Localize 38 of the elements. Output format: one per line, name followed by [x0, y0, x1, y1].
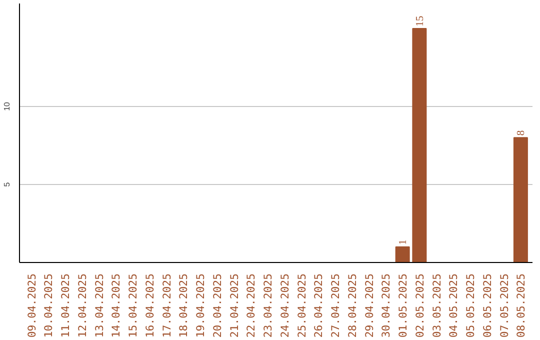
x-tick-label: 21.04.2025	[228, 274, 241, 338]
bar	[395, 246, 410, 262]
x-tick-label: 01.05.2025	[396, 274, 410, 338]
bar	[412, 28, 427, 262]
x-tick-label: 13.04.2025	[92, 274, 106, 338]
x-tick-label: 15.04.2025	[126, 274, 140, 338]
x-tick-label: 09.04.2025	[25, 274, 38, 338]
x-tick-label: 10.04.2025	[42, 274, 56, 338]
x-tick-label: 30.04.2025	[380, 274, 393, 338]
y-tick-label: 5	[2, 182, 12, 187]
x-tick-label: 18.04.2025	[177, 274, 190, 338]
x-tick-label: 22.04.2025	[244, 274, 258, 338]
x-tick-label: 14.04.2025	[110, 274, 123, 338]
x-tick-label: 17.04.2025	[160, 274, 174, 338]
x-tick-label: 16.04.2025	[143, 274, 156, 338]
x-tick-label: 28.04.2025	[346, 274, 359, 338]
x-tick-label: 11.04.2025	[59, 274, 72, 338]
x-tick-label: 19.04.2025	[194, 274, 208, 338]
x-tick-label: 20.04.2025	[210, 274, 224, 338]
x-tick-label: 04.05.2025	[447, 274, 460, 338]
x-tick-label: 24.04.2025	[278, 274, 292, 338]
x-tick-label: 23.04.2025	[262, 274, 275, 338]
x-tick-label: 12.04.2025	[76, 274, 89, 338]
x-tick-label: 02.05.2025	[413, 274, 426, 338]
x-tick-label: 26.04.2025	[312, 274, 326, 338]
x-tick-label: 03.05.2025	[430, 274, 444, 338]
x-tick-label: 06.05.2025	[480, 274, 494, 338]
data-label: 15	[414, 16, 426, 26]
data-label: 1	[398, 240, 410, 245]
x-tick-label: 05.05.2025	[464, 274, 478, 338]
x-tick-label: 27.04.2025	[329, 274, 342, 338]
bar	[513, 137, 528, 262]
x-tick-label: 25.04.2025	[295, 274, 308, 338]
x-tick-label: 29.04.2025	[362, 274, 376, 338]
data-label: 8	[516, 130, 528, 136]
x-tick-label: 07.05.2025	[498, 274, 511, 338]
y-tick-label: 10	[2, 101, 12, 111]
x-tick-label: 08.05.2025	[514, 274, 528, 338]
